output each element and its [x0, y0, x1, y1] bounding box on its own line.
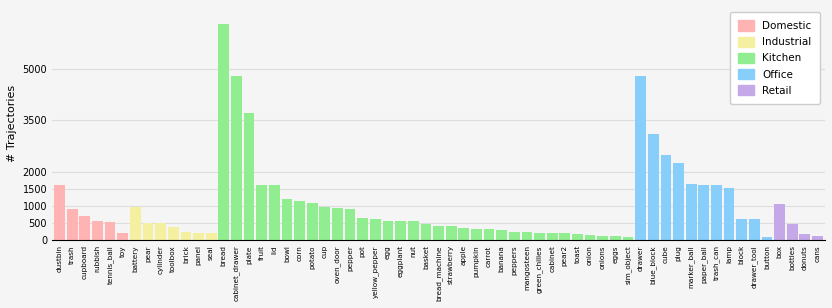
- Bar: [749, 219, 760, 240]
- Bar: [433, 225, 444, 240]
- Bar: [105, 222, 116, 240]
- Bar: [117, 233, 128, 240]
- Bar: [673, 163, 684, 240]
- Bar: [219, 24, 229, 240]
- Bar: [471, 229, 482, 240]
- Bar: [812, 236, 823, 240]
- Bar: [711, 185, 722, 240]
- Bar: [344, 209, 355, 240]
- Bar: [497, 230, 507, 240]
- Bar: [231, 75, 242, 240]
- Bar: [800, 234, 810, 240]
- Bar: [736, 219, 747, 240]
- Bar: [446, 225, 457, 240]
- Bar: [256, 185, 267, 240]
- Bar: [622, 237, 633, 240]
- Bar: [206, 233, 216, 240]
- Bar: [156, 223, 166, 240]
- Bar: [332, 208, 343, 240]
- Bar: [383, 221, 394, 240]
- Bar: [408, 221, 418, 240]
- Bar: [54, 185, 65, 240]
- Bar: [395, 221, 406, 240]
- Bar: [80, 216, 90, 240]
- Bar: [130, 207, 141, 240]
- Bar: [92, 221, 103, 240]
- Bar: [483, 229, 494, 240]
- Bar: [572, 234, 583, 240]
- Bar: [244, 113, 255, 240]
- Bar: [181, 232, 191, 240]
- Bar: [547, 233, 557, 240]
- Bar: [534, 233, 545, 240]
- Bar: [509, 232, 520, 240]
- Bar: [295, 201, 305, 240]
- Bar: [610, 236, 621, 240]
- Bar: [585, 235, 596, 240]
- Bar: [358, 218, 368, 240]
- Bar: [724, 188, 735, 240]
- Bar: [370, 219, 381, 240]
- Bar: [307, 203, 318, 240]
- Bar: [698, 185, 709, 240]
- Bar: [67, 209, 77, 240]
- Bar: [775, 204, 785, 240]
- Bar: [661, 155, 671, 240]
- Bar: [761, 237, 772, 240]
- Bar: [193, 233, 204, 240]
- Legend: Domestic, Industrial, Kitchen, Office, Retail: Domestic, Industrial, Kitchen, Office, R…: [730, 12, 820, 104]
- Bar: [559, 233, 570, 240]
- Bar: [648, 134, 659, 240]
- Bar: [281, 199, 292, 240]
- Y-axis label: # Trajectories: # Trajectories: [7, 85, 17, 162]
- Bar: [522, 233, 532, 240]
- Bar: [686, 184, 696, 240]
- Bar: [636, 75, 646, 240]
- Bar: [142, 223, 153, 240]
- Bar: [458, 228, 469, 240]
- Bar: [319, 207, 330, 240]
- Bar: [787, 224, 798, 240]
- Bar: [597, 236, 608, 240]
- Bar: [420, 224, 431, 240]
- Bar: [168, 227, 179, 240]
- Bar: [269, 185, 280, 240]
